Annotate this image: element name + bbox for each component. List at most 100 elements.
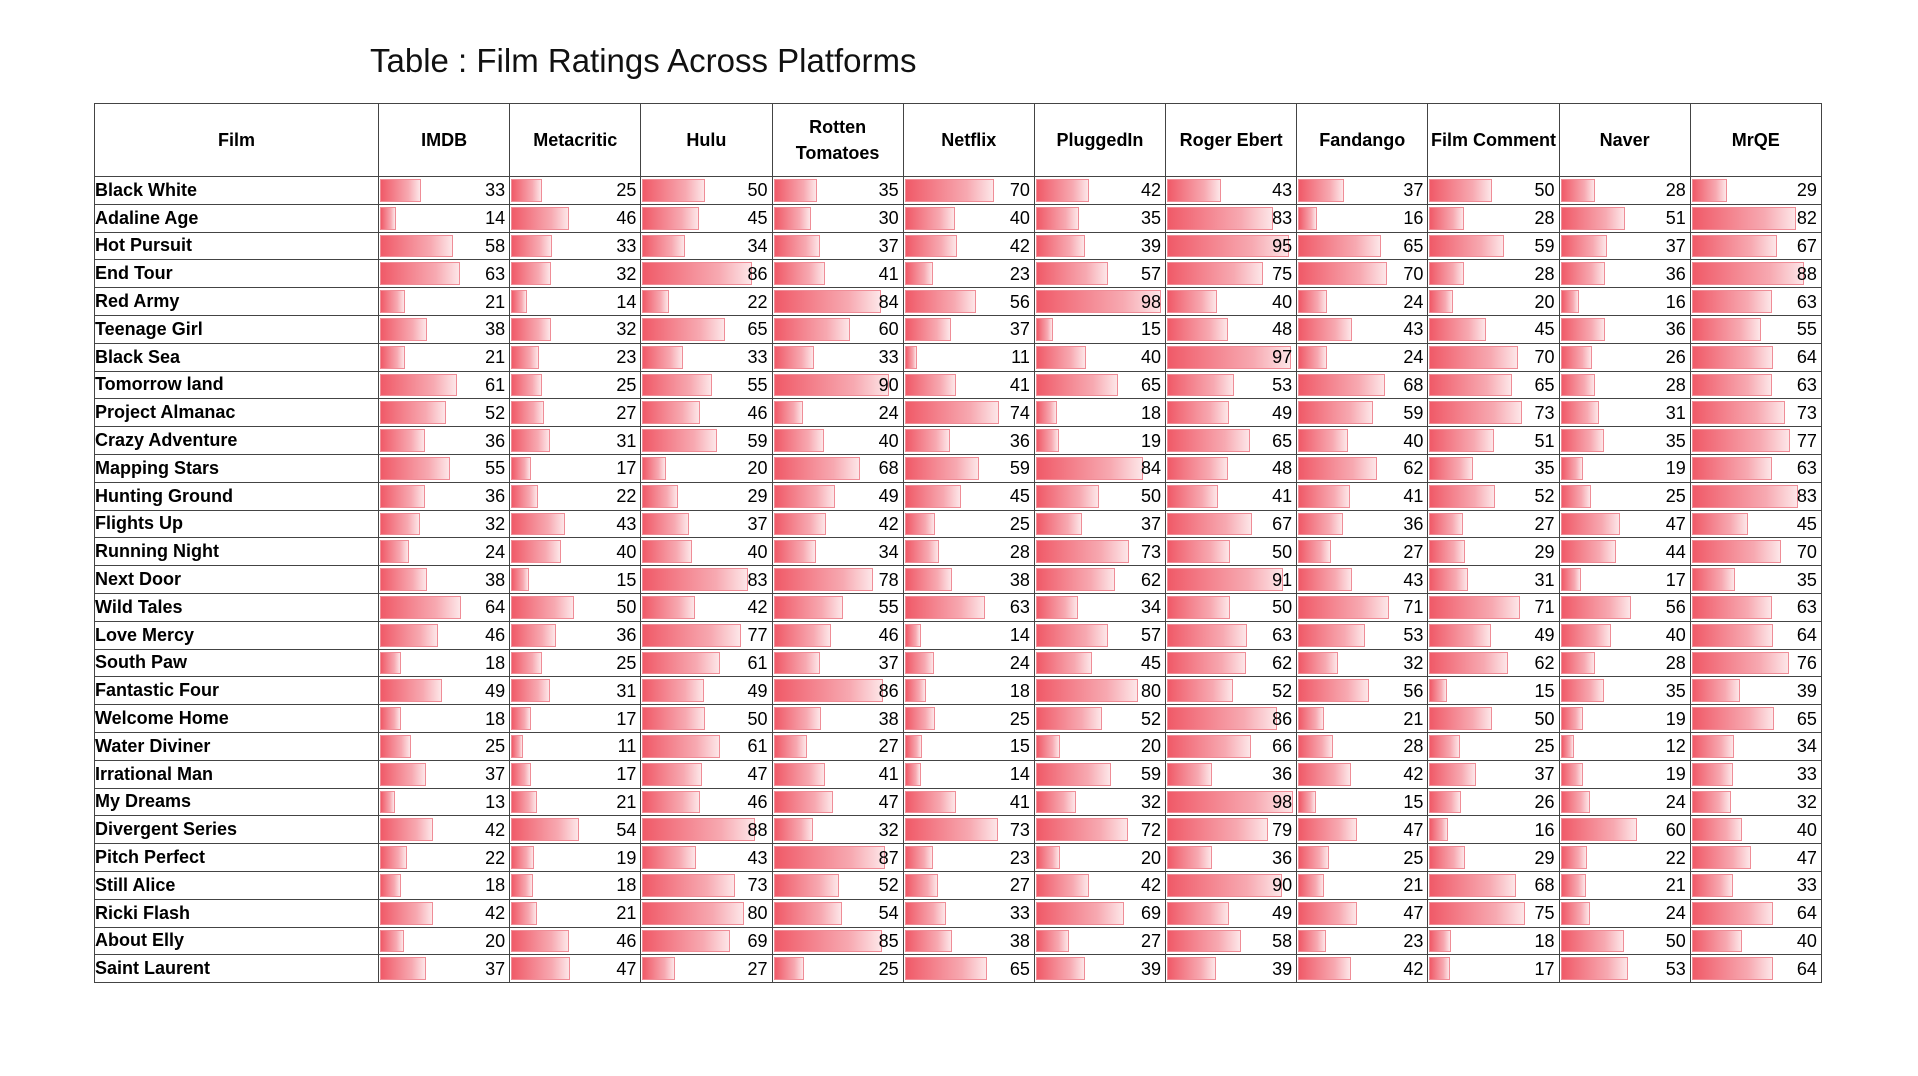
data-bar [1298, 484, 1350, 508]
rating-value: 37 [1534, 764, 1555, 785]
data-bar [1035, 623, 1109, 647]
film-name: Divergent Series [94, 815, 379, 845]
rating-cell: 37 [1427, 759, 1560, 789]
rating-cell: 21 [509, 898, 642, 928]
rating-cell: 37 [377, 759, 511, 789]
rating-cell: 52 [1427, 481, 1560, 511]
rating-value: 63 [1796, 458, 1817, 479]
data-bar [1560, 401, 1599, 425]
rating-value: 39 [1141, 235, 1162, 256]
rating-cell: 50 [1033, 481, 1167, 511]
rating-value: 48 [1272, 458, 1293, 479]
data-bar [1429, 484, 1496, 508]
rating-cell: 27 [1427, 509, 1560, 539]
rating-value: 54 [616, 819, 637, 840]
data-bar [511, 345, 540, 369]
rating-value: 68 [1534, 875, 1555, 896]
rating-value: 30 [878, 208, 899, 229]
data-bar [1167, 512, 1253, 536]
data-bar [1691, 901, 1774, 925]
rating-value: 22 [747, 291, 768, 312]
rating-value: 62 [1141, 569, 1162, 590]
rating-cell: 46 [640, 787, 773, 817]
rating-cell: 36 [377, 481, 511, 511]
rating-value: 73 [747, 875, 768, 896]
rating-cell: 26 [1558, 342, 1691, 372]
rating-value: 42 [1403, 958, 1424, 979]
rating-value: 32 [1403, 652, 1424, 673]
data-bar [1691, 790, 1732, 814]
rating-cell: 68 [1296, 370, 1429, 400]
data-bar [1691, 846, 1751, 869]
rating-cell: 47 [1296, 898, 1429, 928]
rating-cell: 13 [377, 787, 511, 817]
rating-cell: 31 [1558, 398, 1691, 428]
rating-cell: 63 [1165, 620, 1298, 650]
data-bar [642, 262, 753, 286]
rating-cell: 24 [1558, 898, 1691, 928]
rating-cell: 53 [1558, 954, 1691, 984]
table-row: Irrational Man 37 17 47 41 14 59 36 42 37 19 33 [94, 759, 1822, 789]
column-header: Fandango [1296, 103, 1429, 177]
data-bar [1691, 651, 1789, 675]
rating-value: 40 [747, 541, 768, 562]
rating-value: 32 [878, 819, 899, 840]
rating-cell: 19 [1033, 426, 1167, 455]
rating-value: 45 [1796, 513, 1817, 534]
rating-value: 20 [1141, 736, 1162, 757]
rating-value: 88 [1796, 263, 1817, 284]
rating-cell: 37 [1033, 509, 1167, 539]
data-bar [642, 401, 701, 425]
rating-cell: 65 [1689, 704, 1822, 733]
rating-cell: 28 [902, 537, 1035, 567]
table-row: Hot Pursuit 58 33 34 37 42 39 95 65 59 37 67 [94, 231, 1822, 261]
rating-value: 20 [1141, 847, 1162, 868]
rating-value: 24 [1009, 652, 1030, 673]
data-bar [642, 234, 685, 258]
data-bar [1691, 317, 1762, 341]
film-name: Next Door [94, 565, 379, 594]
rating-cell: 31 [1427, 565, 1560, 594]
rating-value: 49 [1272, 402, 1293, 423]
rating-value: 74 [1009, 402, 1030, 423]
data-bar [642, 484, 679, 508]
data-bar [1691, 679, 1741, 703]
rating-value: 46 [485, 625, 506, 646]
column-header: Hulu [640, 103, 773, 177]
rating-cell: 17 [509, 759, 642, 789]
rating-cell: 36 [1558, 259, 1691, 289]
rating-value: 12 [1665, 736, 1686, 757]
rating-value: 56 [1403, 680, 1424, 701]
data-bar [1429, 790, 1462, 814]
rating-cell: 95 [1165, 231, 1298, 261]
rating-value: 31 [616, 430, 637, 451]
table-row: South Paw 18 25 61 37 24 45 62 32 62 28 76 [94, 648, 1822, 678]
data-bar [511, 512, 566, 536]
data-bar [1298, 540, 1332, 564]
rating-cell: 50 [1558, 926, 1691, 956]
rating-cell: 69 [1033, 898, 1167, 928]
data-bar [1691, 456, 1772, 480]
data-bar [773, 373, 889, 397]
rating-value: 32 [1141, 791, 1162, 812]
data-bar [511, 762, 532, 786]
rating-value: 31 [1665, 402, 1686, 423]
rating-cell: 59 [1427, 231, 1560, 261]
rating-value: 25 [616, 374, 637, 395]
rating-value: 16 [1534, 819, 1555, 840]
rating-value: 19 [1665, 458, 1686, 479]
rating-value: 55 [747, 374, 768, 395]
rating-value: 49 [485, 680, 506, 701]
data-bar [1167, 818, 1268, 842]
rating-cell: 77 [640, 620, 773, 650]
rating-cell: 46 [771, 620, 904, 650]
rating-cell: 41 [902, 370, 1035, 400]
data-bar [1035, 484, 1099, 508]
rating-cell: 36 [1296, 509, 1429, 539]
table-row: Still Alice 18 18 73 52 27 42 90 21 68 21 33 [94, 870, 1822, 900]
rating-cell: 70 [1296, 259, 1429, 289]
rating-value: 25 [878, 958, 899, 979]
data-bar [380, 873, 402, 897]
data-bar [773, 206, 811, 230]
data-bar [1691, 262, 1805, 286]
